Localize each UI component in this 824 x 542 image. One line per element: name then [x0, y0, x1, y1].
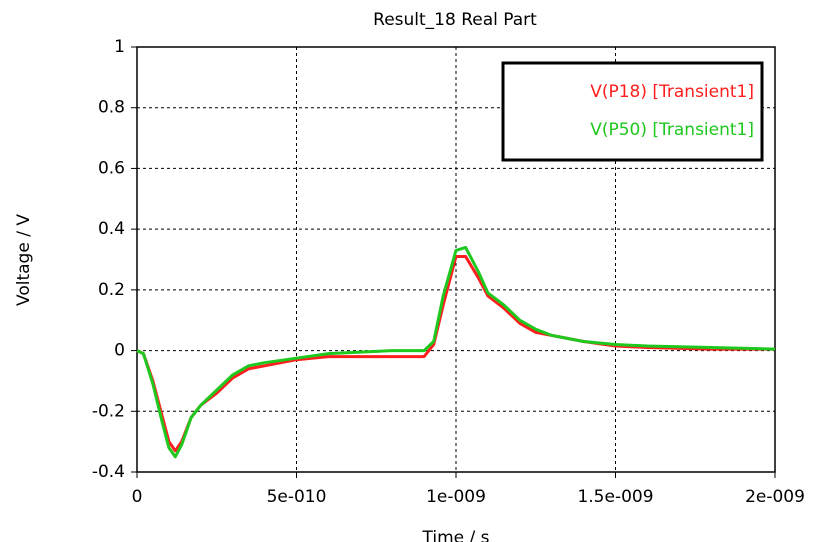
data-line: [136, 245, 776, 459]
x-tick-label: 1.5e-009: [577, 487, 653, 507]
y-tick-label: 0.8: [98, 98, 125, 118]
x-axis-label: Time / s: [422, 528, 490, 542]
x-tick-label: 0: [132, 487, 143, 507]
y-tick-label: 0.2: [98, 280, 125, 300]
chart-title: Result_18 Real Part: [373, 10, 537, 30]
y-tick-label: 0: [114, 341, 125, 361]
x-tick-label: 2e-009: [745, 487, 805, 507]
y-tick-label: -0.2: [92, 401, 125, 421]
y-tick-label: -0.4: [92, 462, 125, 482]
y-tick-label: 0.6: [98, 158, 125, 178]
y-axis-label: Voltage / V: [14, 214, 34, 306]
y-tick-label: 1: [114, 37, 125, 57]
legend-label: V(P18) [Transient1]: [590, 82, 754, 102]
x-tick-label: 5e-010: [267, 487, 327, 507]
plot-frame: [136, 46, 776, 473]
legend-label: V(P50) [Transient1]: [590, 120, 754, 140]
y-tick-label: 0.4: [98, 219, 125, 239]
legend-box: [501, 61, 764, 162]
x-tick-label: 1e-009: [426, 487, 486, 507]
